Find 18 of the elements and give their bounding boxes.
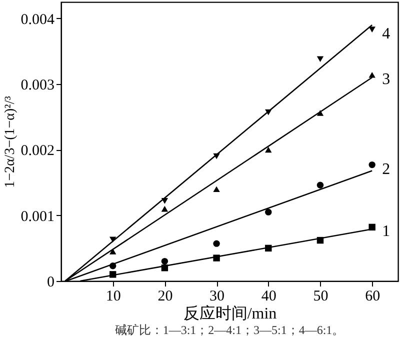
x-tick-label: 20 (158, 288, 173, 304)
y-tick-label: 0.001 (20, 208, 54, 225)
x-tick-label: 30 (210, 288, 225, 304)
text: 碱矿比：1—3:1；2—4:1；3—5:1；4—6:1。 (114, 323, 344, 337)
x-tick-label: 10 (106, 288, 121, 304)
series-label: 4 (382, 26, 390, 43)
x-tick-label: 60 (365, 288, 380, 304)
x-tick-label: 40 (261, 288, 276, 304)
y-tick-label: 0.003 (20, 78, 54, 94)
series-label: 2 (382, 160, 390, 178)
x-axis-title: 反应时间/min (183, 304, 277, 322)
x-tick-label: 50 (313, 288, 328, 304)
series-label: 3 (382, 70, 390, 88)
y-tick-label: 0.002 (20, 143, 54, 160)
y-tick-label: 0 (47, 274, 54, 290)
y-tick-label: 0.004 (20, 12, 55, 28)
series-label: 1 (382, 223, 390, 240)
y-axis-title: 1−2α/3−(1−α)²/³ (2, 96, 18, 188)
